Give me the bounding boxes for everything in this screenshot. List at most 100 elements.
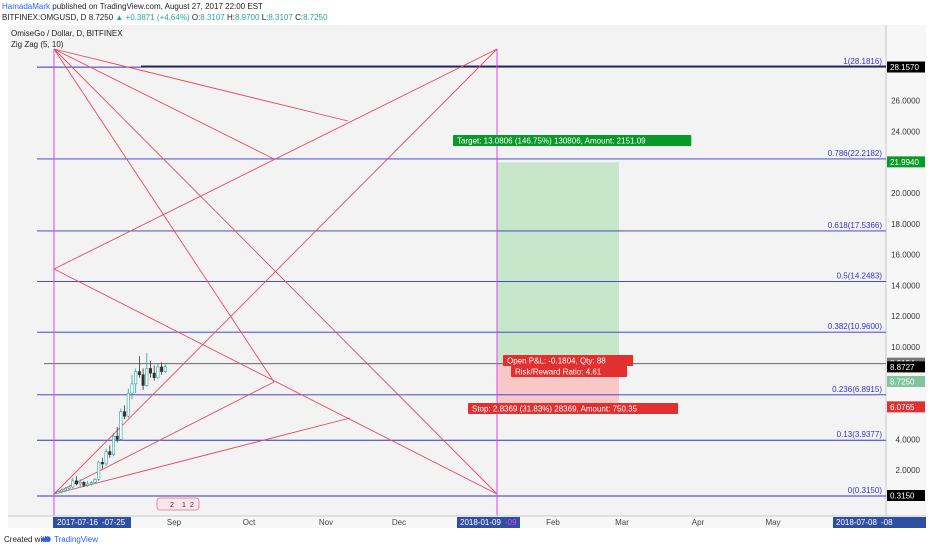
time-tick-label: Mar [615, 518, 629, 527]
candle-body [137, 371, 141, 375]
time-badge-start [53, 517, 131, 528]
time-tick-label: Nov [319, 518, 333, 527]
price-chart[interactable]: 1(28.1816) 0.786(22.2182) 0.618(17.5366) 0.… [8, 25, 926, 528]
candle-body [141, 374, 145, 386]
candle-body [145, 368, 149, 386]
pattern-line [53, 48, 349, 122]
candle-body [93, 479, 97, 483]
candle-body [56, 491, 60, 494]
candle-body [119, 411, 123, 440]
candle-body [71, 480, 75, 488]
price-badge [887, 361, 925, 373]
candle-body [104, 451, 108, 465]
candle-body [82, 482, 86, 486]
candle-body [134, 371, 138, 385]
tradingview-brand[interactable]: TradingView [54, 535, 99, 544]
tradingview-logo-icon [41, 536, 51, 542]
price-badge [887, 401, 925, 413]
candle-body [112, 435, 116, 455]
pattern-line [53, 268, 498, 495]
candle-body [86, 483, 90, 486]
indicator-legend: Zig Zag (5, 10) [11, 40, 64, 49]
price-change: +0.3871 (+4.64%) [125, 13, 190, 22]
price-axis-area [886, 25, 926, 516]
candle-body [115, 435, 119, 440]
candle-body [100, 462, 104, 465]
price-tick-label: 24.0000 [891, 127, 920, 136]
price-tick-label: 26.0000 [891, 97, 920, 106]
open-pl-label: Open P&L: -0.1804, Qty: 88 [507, 357, 606, 366]
target-label-box [453, 135, 692, 146]
candle-body [63, 488, 67, 491]
close-label: C: [295, 13, 304, 22]
candle-body [78, 482, 82, 485]
pattern-line [53, 417, 351, 495]
pattern-line [53, 48, 498, 270]
price-tick-label: 4.0000 [896, 435, 921, 444]
candle-body [97, 462, 101, 480]
pattern-line [53, 381, 275, 495]
time-badge-start-label-2: -07-25 [102, 518, 126, 527]
symbol-label: BITFINEX:OMGUSD, D [2, 13, 87, 22]
price-tick-label: 12.0000 [891, 312, 920, 321]
fib-level-label: 1(28.1816) [843, 57, 882, 66]
event-marker: 2 [170, 502, 174, 509]
price-tick-label: 20.0000 [891, 189, 920, 198]
candle-body [156, 366, 160, 379]
price-tick-label: 18.0000 [891, 220, 920, 229]
candle-body [123, 411, 127, 417]
pattern-line [53, 48, 275, 383]
risk-reward-label-box [511, 366, 628, 377]
price-tick-label: 10.0000 [891, 343, 920, 352]
candle-body [108, 451, 112, 455]
fib-level-label: 0.236(6.8915) [832, 385, 882, 394]
stop-label-box [468, 403, 679, 414]
price-tick-label: 2.0000 [896, 466, 921, 475]
open-pl-label-box [503, 355, 634, 366]
last-price: 8.7250 [88, 13, 114, 22]
time-tick-label: Oct [243, 518, 256, 527]
price-tick-label: 14.0000 [891, 281, 920, 290]
up-arrow-icon: ▲ [115, 13, 124, 22]
time-badge-end-label-2: -08 [881, 518, 893, 527]
event-marker-group [156, 497, 200, 511]
fib-level-label: 0.382(10.9600) [828, 322, 883, 331]
publish-line: HamadaMark published on TradingView.com,… [2, 1, 263, 12]
price-badge-label: 0.3150 [890, 492, 915, 501]
candle-body [163, 366, 167, 372]
time-tick-label: Feb [546, 518, 560, 527]
candle-body [160, 366, 164, 372]
candle-body [126, 392, 130, 417]
time-badge-end [833, 517, 926, 528]
publish-header: HamadaMark published on TradingView.com,… [0, 0, 932, 24]
close-value: 8.7250 [303, 13, 328, 22]
fib-level-label: 0.786(22.2182) [828, 149, 883, 158]
price-badge [887, 490, 925, 501]
created-with-label: Created with [4, 535, 49, 544]
time-badge-mid [457, 517, 520, 528]
price-tick-label: 16.0000 [891, 251, 920, 260]
target-label: Target: 13.0806 (146.75%) 130806, Amount… [457, 137, 646, 146]
chart-legend-title: OmiseGo / Dollar, D, BITFINEX [11, 29, 123, 38]
pattern-line [53, 48, 498, 495]
high-value: 8.9700 [234, 13, 260, 22]
target-zone [497, 162, 619, 364]
price-badge-label: 28.1570 [890, 63, 919, 72]
candle-body [60, 489, 64, 492]
footer: Created with TradingView [0, 530, 932, 550]
author-link[interactable]: HamadaMark [2, 2, 51, 11]
open-value: 8.3107 [200, 13, 225, 22]
candle-body [75, 480, 79, 485]
published-text: published on TradingView.com, August 27,… [52, 2, 263, 11]
plot-area [8, 25, 886, 516]
price-badge-label: 6.0765 [890, 403, 915, 412]
low-value: 8.3107 [268, 13, 293, 22]
time-tick-label: May [765, 518, 780, 527]
time-tick-label: Sep [167, 518, 182, 527]
price-badge [887, 375, 925, 387]
price-badge-label: 8.8727 [890, 363, 915, 372]
time-tick-label: Apr [692, 518, 705, 527]
symbol-line: BITFINEX:OMGUSD, D 8.7250 ▲ +0.3871 (+4.… [2, 12, 328, 23]
low-label: L: [261, 13, 269, 22]
candle-body [67, 486, 71, 489]
